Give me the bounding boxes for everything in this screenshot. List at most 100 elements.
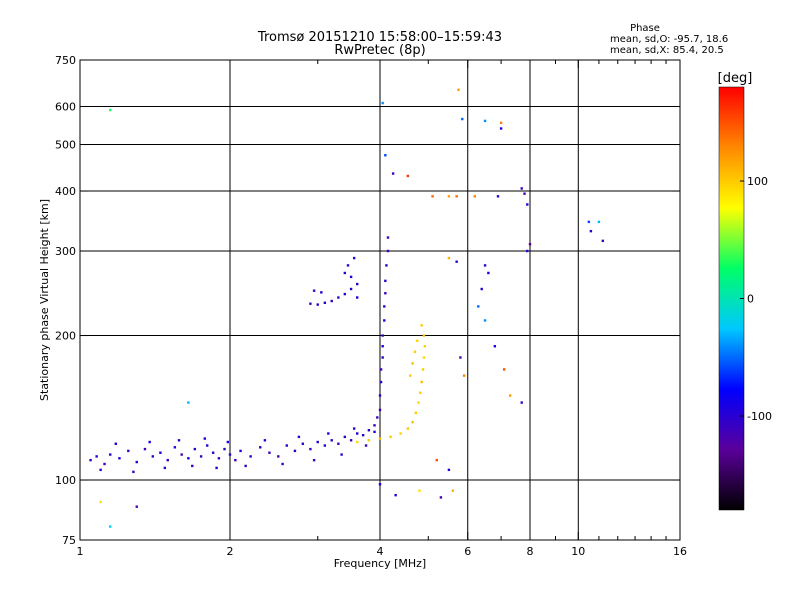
data-point	[384, 154, 387, 157]
y-tick-label: 600	[55, 101, 76, 114]
data-point	[226, 440, 230, 444]
data-point	[455, 260, 458, 263]
data-point	[422, 356, 426, 359]
data-point	[483, 319, 487, 322]
y-tick-label: 200	[55, 330, 76, 343]
data-point	[493, 345, 497, 348]
data-point	[166, 458, 169, 462]
data-point	[415, 339, 419, 343]
chart-subtitle: RwPretec (8p)	[334, 43, 425, 58]
data-point	[601, 239, 605, 243]
data-point	[508, 394, 512, 397]
data-point	[421, 368, 425, 371]
data-point	[187, 457, 190, 460]
data-point	[376, 416, 379, 419]
data-point	[349, 275, 353, 279]
data-point	[352, 427, 356, 430]
data-point	[383, 305, 386, 308]
data-point	[148, 440, 151, 444]
data-point	[499, 121, 503, 124]
data-point	[277, 455, 280, 458]
data-point	[373, 424, 376, 427]
data-point	[143, 447, 147, 451]
data-point	[455, 195, 458, 198]
data-point	[327, 432, 330, 435]
data-point	[431, 195, 434, 198]
y-tick-label: 500	[55, 139, 76, 152]
data-point	[337, 442, 340, 445]
x-tick-label: 10	[571, 545, 585, 558]
data-point	[323, 301, 327, 305]
data-point	[177, 439, 181, 442]
data-point	[349, 287, 353, 291]
data-point	[349, 439, 353, 442]
data-point	[386, 236, 390, 239]
data-point	[309, 447, 312, 451]
data-point	[293, 449, 297, 453]
data-point	[316, 303, 319, 306]
data-point	[502, 368, 506, 371]
plot-area: 1 2 4 6 8 10 16 75 100 200 300 400 500 600 750	[55, 54, 687, 558]
data-point	[228, 453, 232, 456]
data-point	[483, 264, 487, 267]
data-point	[520, 401, 523, 404]
data-point	[435, 458, 438, 462]
data-point	[259, 446, 262, 449]
data-point	[384, 292, 387, 295]
data-point	[109, 525, 112, 528]
data-point	[399, 432, 402, 435]
data-point	[151, 455, 155, 458]
data-point	[597, 220, 601, 224]
data-point	[109, 453, 112, 456]
data-point	[135, 505, 138, 508]
data-point	[367, 429, 371, 432]
colorbar-gradient	[718, 86, 745, 511]
data-point	[114, 442, 118, 445]
phase-o-stats: mean, sd,O: -95.7, 18.6	[610, 34, 728, 45]
phase-x-stats: mean, sd,X: 85.4, 20.5	[610, 45, 724, 56]
data-point	[159, 451, 162, 454]
phase-info: Phase mean, sd,O: -95.7, 18.6 mean, sd,X…	[610, 23, 728, 56]
data-point	[439, 496, 443, 499]
phase-label: Phase	[630, 23, 660, 34]
data-point	[384, 279, 387, 283]
data-point	[447, 195, 451, 198]
data-point	[312, 458, 316, 462]
data-point	[244, 464, 247, 468]
data-point	[526, 249, 529, 253]
colorbar-tick-label: 0	[747, 293, 754, 306]
data-point	[203, 437, 206, 440]
data-point	[487, 271, 490, 275]
data-point	[526, 203, 529, 206]
data-point	[193, 447, 197, 451]
data-point	[378, 483, 382, 486]
data-point	[355, 296, 359, 299]
colorbar-tick-label: 100	[747, 175, 768, 188]
data-point	[378, 394, 382, 397]
data-point	[589, 229, 593, 233]
data-point	[355, 282, 359, 286]
data-point	[103, 462, 106, 466]
data-point	[340, 453, 343, 456]
data-point	[411, 362, 414, 365]
data-point	[451, 489, 455, 492]
data-point	[239, 449, 242, 453]
data-point	[528, 242, 532, 246]
data-point	[316, 440, 319, 444]
data-point	[281, 462, 284, 466]
x-tick-label: 1	[77, 545, 84, 558]
data-point	[394, 493, 397, 497]
data-point	[323, 444, 327, 447]
data-point	[422, 334, 426, 337]
data-point	[180, 453, 183, 456]
y-tick-label: 300	[55, 245, 76, 258]
data-point	[346, 264, 350, 267]
data-point	[199, 455, 203, 458]
data-point	[473, 195, 477, 198]
series-x_trace	[355, 324, 426, 444]
data-point	[480, 287, 483, 291]
data-point	[379, 380, 383, 384]
data-point	[268, 451, 271, 454]
data-point	[483, 119, 487, 123]
